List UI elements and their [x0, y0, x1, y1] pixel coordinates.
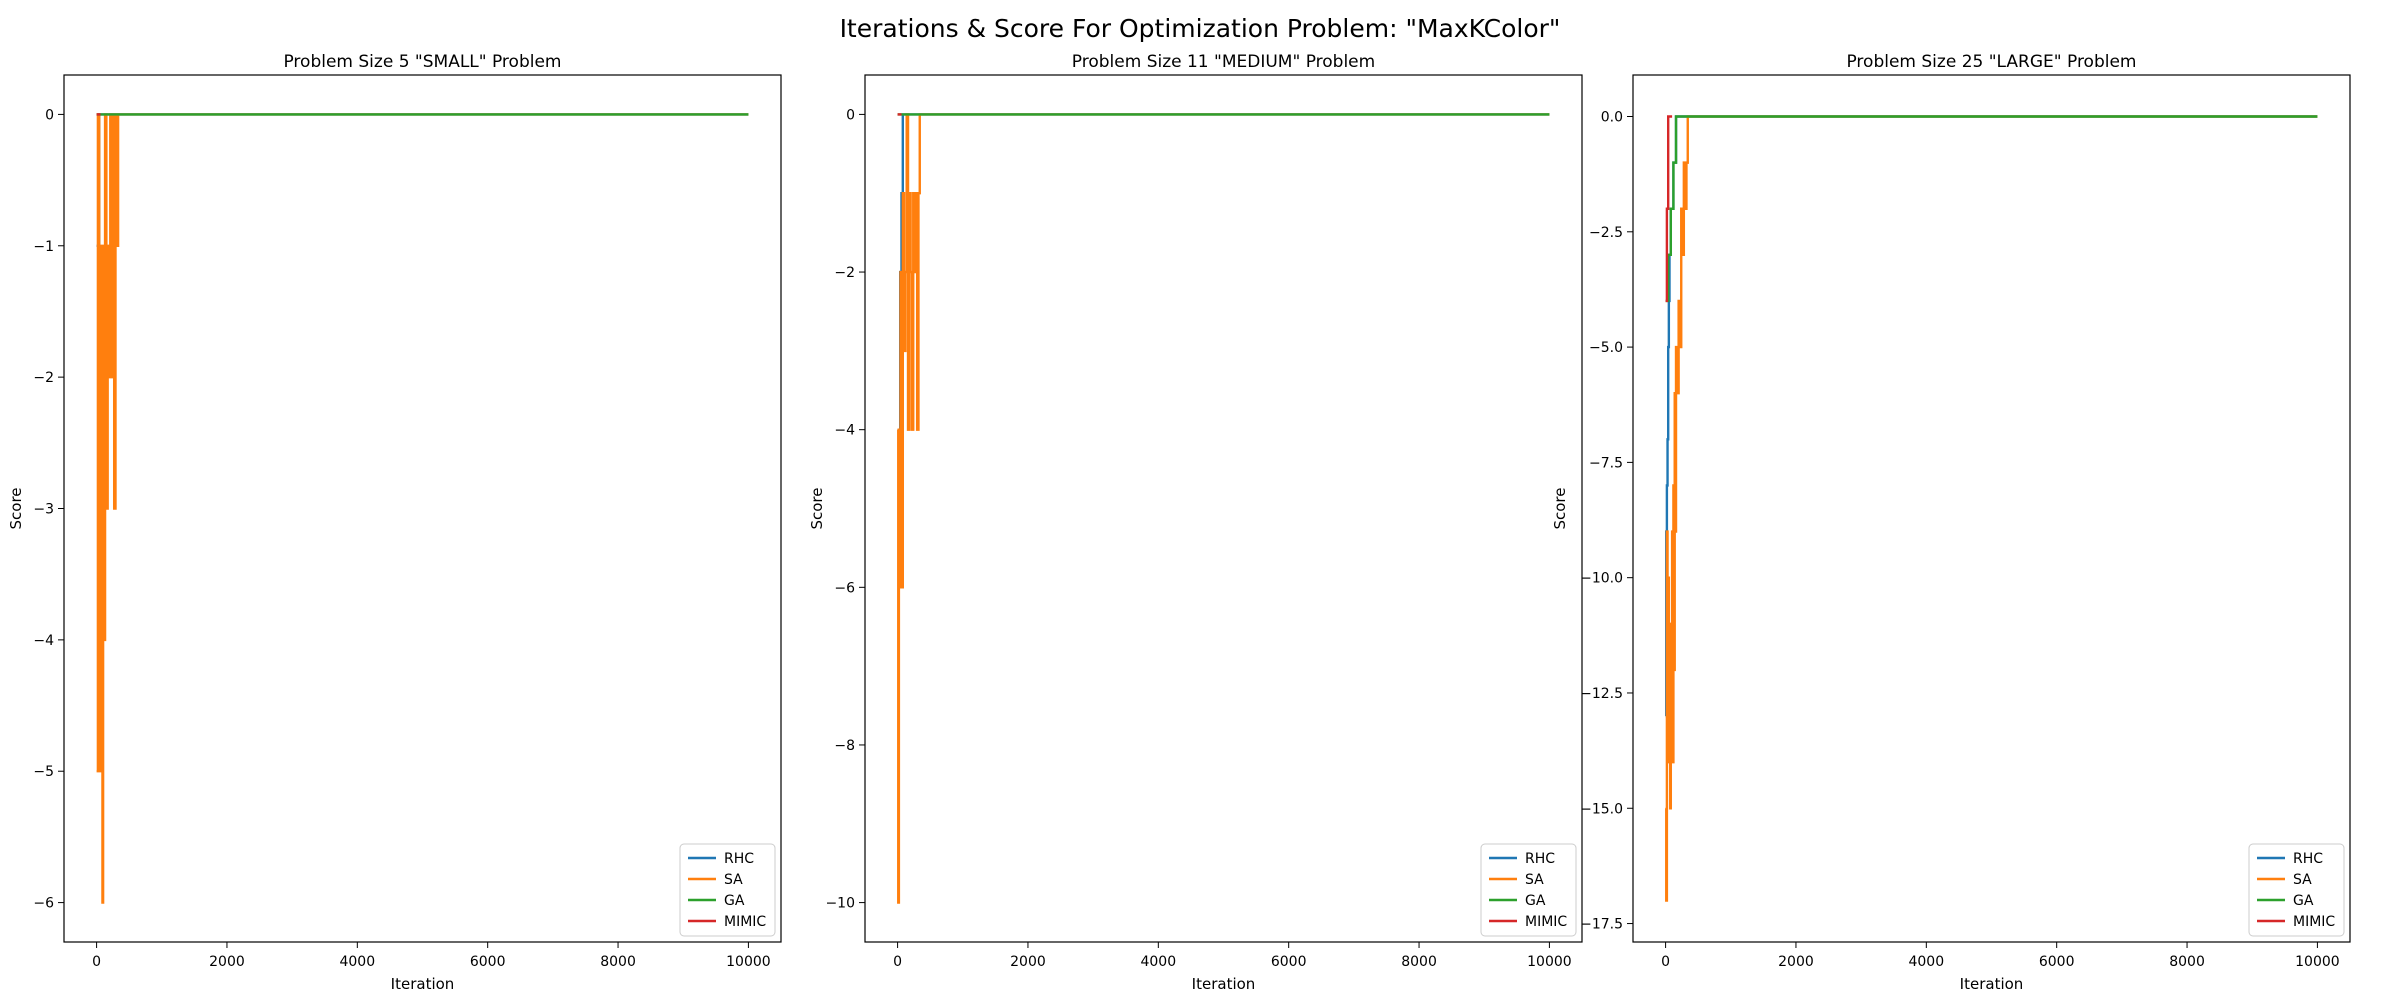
figure-title: Iterations & Score For Optimization Prob… [839, 14, 1561, 43]
series-line-rhc [897, 113, 1550, 589]
legend-label-ga: GA [724, 893, 745, 909]
x-axis-label: Iteration [391, 975, 455, 993]
axes-title: Problem Size 11 "MEDIUM" Problem [1072, 52, 1375, 72]
x-tick-label: 0 [893, 954, 902, 970]
y-tick-label: −10.0 [1580, 571, 1623, 587]
y-tick-label: −10 [825, 896, 855, 912]
legend-box [679, 843, 776, 937]
x-tick-label: 8000 [600, 954, 636, 970]
x-axis-label: Iteration [1192, 975, 1256, 993]
series-line-sa [897, 113, 1550, 904]
y-tick-label: −5.0 [1589, 340, 1623, 356]
plot-area [96, 113, 749, 904]
legend-label-rhc: RHC [724, 851, 754, 867]
legend-label-rhc: RHC [2293, 851, 2323, 867]
x-tick-label: 8000 [1401, 954, 1437, 970]
x-tick-label: 2000 [1778, 954, 1814, 970]
axes-1: 0 2000 4000 6000 8000 10000 0 −1 −2 −3 −4 −5 −6 Probl… [7, 52, 782, 993]
x-tick-label: 10000 [1527, 954, 1572, 970]
x-tick-label: 2000 [1010, 954, 1046, 970]
legend: RHC SA GA MIMIC [2248, 843, 2345, 937]
legend-box [1480, 843, 1577, 937]
legend-label-rhc: RHC [1525, 851, 1555, 867]
legend-label-mimic: MIMIC [1525, 914, 1567, 930]
y-tick-label: −4 [33, 633, 54, 649]
x-axis-label: Iteration [1960, 975, 2024, 993]
series-line-rhc [96, 113, 749, 247]
axes-title: Problem Size 25 "LARGE" Problem [1846, 52, 2136, 72]
y-tick-label: −7.5 [1589, 455, 1623, 471]
y-tick-label: −15.0 [1580, 801, 1623, 817]
axes-frame [63, 74, 782, 943]
legend-label-sa: SA [2293, 872, 2312, 888]
y-tick-label: −2 [33, 370, 54, 386]
y-tick-label: −4 [834, 423, 855, 439]
axes-3: 0 2000 4000 6000 8000 10000 0.0 −2.5 −5.0 −7.5 −10… [1551, 52, 2351, 993]
y-tick-label: −8 [834, 738, 855, 754]
legend-label-mimic: MIMIC [2293, 914, 2335, 930]
legend-label-mimic: MIMIC [724, 914, 766, 930]
y-tick-label: −1 [33, 239, 54, 255]
axes-title: Problem Size 5 "SMALL" Problem [283, 52, 561, 72]
y-tick-label: 0 [45, 107, 54, 123]
x-tick-label: 4000 [339, 954, 375, 970]
x-tick-label: 6000 [470, 954, 506, 970]
axes-frame [1632, 74, 2351, 943]
plot-area [1665, 115, 2318, 902]
x-tick-label: 6000 [2039, 954, 2075, 970]
y-tick-label: −3 [33, 502, 54, 518]
y-tick-label: −2 [834, 265, 855, 281]
y-tick-label: −2.5 [1589, 225, 1623, 241]
y-tick-label: −17.5 [1580, 917, 1623, 933]
y-tick-label: −12.5 [1580, 686, 1623, 702]
legend-label-sa: SA [1525, 872, 1544, 888]
x-tick-label: 0 [92, 954, 101, 970]
legend-label-ga: GA [1525, 893, 1546, 909]
x-tick-label: 4000 [1908, 954, 1944, 970]
y-axis-label: Score [808, 487, 826, 529]
x-tick-label: 4000 [1140, 954, 1176, 970]
series-line-sa [96, 113, 749, 904]
y-axis-label: Score [7, 487, 25, 529]
x-tick-label: 10000 [726, 954, 771, 970]
series-line-mimic [1665, 115, 1673, 303]
x-tick-label: 8000 [2169, 954, 2205, 970]
legend-label-ga: GA [2293, 893, 2314, 909]
legend: RHC SA GA MIMIC [1480, 843, 1577, 937]
y-tick-label: 0.0 [1601, 110, 1623, 126]
y-tick-label: −6 [33, 896, 54, 912]
series-line-rhc [1665, 115, 2318, 718]
y-tick-label: −6 [834, 580, 855, 596]
x-tick-label: 10000 [2295, 954, 2340, 970]
legend-box [2248, 843, 2345, 937]
x-tick-label: 6000 [1271, 954, 1307, 970]
legend-label-sa: SA [724, 872, 743, 888]
y-tick-label: 0 [846, 107, 855, 123]
plot-area [897, 113, 1550, 904]
x-tick-label: 2000 [209, 954, 245, 970]
y-axis-label: Score [1551, 487, 1569, 529]
axes-frame [864, 74, 1583, 943]
legend: RHC SA GA MIMIC [679, 843, 776, 937]
y-tick-label: −5 [33, 764, 54, 780]
series-line-sa [1665, 115, 2318, 902]
series-line-ga [1665, 115, 2318, 303]
x-tick-label: 0 [1661, 954, 1670, 970]
axes-2: 0 2000 4000 6000 8000 10000 0 −2 −4 −6 −8 −10 Proble… [808, 52, 1583, 993]
